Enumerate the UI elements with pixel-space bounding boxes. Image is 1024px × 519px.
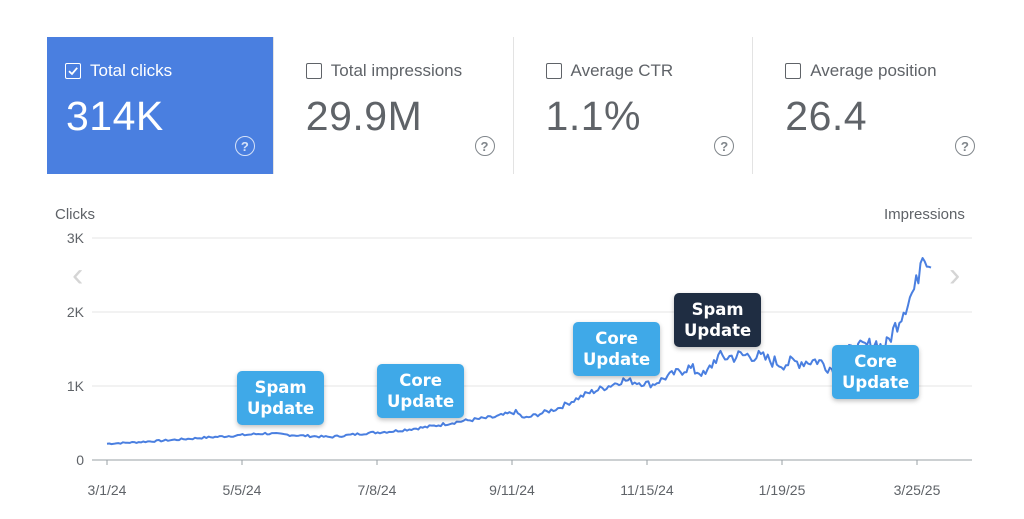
total-clicks-value: 314K [66,93,164,139]
total-impressions-header: Total impressions [305,61,463,81]
metric-cards: Total clicks 314K ? Total impressions 29… [47,37,993,174]
annotation-line-1: Spam [691,300,744,319]
average-ctr-header: Average CTR [545,61,674,81]
average-position-card[interactable]: Average position 26.4 ? [753,37,993,174]
total-clicks-card[interactable]: Total clicks 314K ? [47,37,274,174]
help-icon[interactable]: ? [955,136,975,156]
x-tick-label: 11/15/24 [620,482,674,498]
x-tick-label: 3/1/24 [88,482,127,498]
x-tick-label: 9/11/24 [489,482,535,498]
annotation-spam-update: Spam Update [674,293,762,347]
average-ctr-value: 1.1% [545,93,641,139]
unchecked-checkbox-icon[interactable] [545,63,562,79]
y-tick-label: 0 [76,452,84,468]
average-ctr-card[interactable]: Average CTR 1.1% ? [513,37,754,174]
help-icon[interactable]: ? [714,136,735,156]
annotation-line-2: Update [842,373,910,392]
unchecked-checkbox-icon[interactable] [305,63,322,79]
x-tick-label: 5/5/24 [223,482,262,498]
total-clicks-label: Total clicks [90,61,173,80]
total-impressions-card[interactable]: Total impressions 29.9M ? [273,37,514,174]
annotation-line-1: Core [595,329,638,348]
annotation-line-2: Update [387,392,455,411]
total-impressions-label: Total impressions [330,61,463,80]
annotation-spam-update: Spam Update [237,371,325,425]
annotation-core-update: Core Update [832,345,920,399]
y-tick-label: 2K [67,304,85,320]
average-position-value: 26.4 [785,93,868,139]
previous-arrow-icon[interactable]: ‹ [72,256,84,294]
x-axis-ticks: 3/1/24 5/5/24 7/8/24 9/11/24 11/15/24 1/19/25… [88,460,941,498]
total-clicks-header: Total clicks [65,61,172,81]
total-impressions-value: 29.9M [305,93,423,139]
annotation-line-2: Update [684,321,752,340]
average-position-header: Average position [785,61,937,81]
left-axis-title: Clicks [55,206,95,223]
annotation-core-update: Core Update [377,364,465,418]
right-axis-title: Impressions [884,206,965,223]
annotation-line-1: Core [854,352,897,371]
average-position-label: Average position [810,61,937,80]
annotation-line-1: Spam [254,378,307,397]
next-arrow-icon[interactable]: › [949,256,961,294]
y-axis-ticks: 0 1K 2K 3K [67,230,85,468]
x-tick-label: 3/25/25 [894,482,941,498]
help-icon[interactable]: ? [474,136,495,156]
unchecked-checkbox-icon[interactable] [785,63,802,79]
checked-checkbox-icon[interactable] [65,63,81,79]
x-tick-label: 1/19/25 [759,482,806,498]
annotation-line-1: Core [399,371,442,390]
x-tick-label: 7/8/24 [358,482,397,498]
average-ctr-label: Average CTR [570,61,674,80]
series-layer [106,245,932,446]
y-tick-label: 1K [67,378,85,394]
y-tick-label: 3K [67,230,85,246]
clicks-series-line [106,257,932,446]
help-icon[interactable]: ? [234,136,255,156]
annotation-line-2: Update [583,350,651,369]
annotation-line-2: Update [247,399,315,418]
annotation-core-update: Core Update [573,322,661,376]
